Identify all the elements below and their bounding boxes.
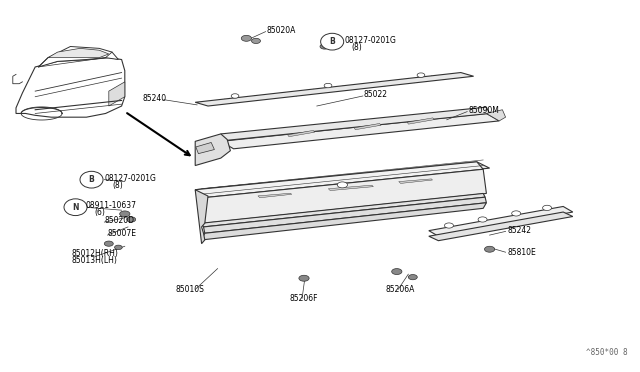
Polygon shape xyxy=(328,185,373,190)
Polygon shape xyxy=(486,110,506,121)
Polygon shape xyxy=(38,46,118,67)
Polygon shape xyxy=(407,118,434,124)
Text: N: N xyxy=(72,203,79,212)
Circle shape xyxy=(478,217,487,222)
Text: (8): (8) xyxy=(112,181,123,190)
Text: 85007E: 85007E xyxy=(108,230,136,238)
Circle shape xyxy=(252,38,260,44)
Text: 85090M: 85090M xyxy=(468,106,499,115)
Polygon shape xyxy=(195,162,483,198)
Circle shape xyxy=(484,246,495,252)
Circle shape xyxy=(337,182,348,188)
Polygon shape xyxy=(109,82,125,106)
Polygon shape xyxy=(202,193,485,227)
Text: (8): (8) xyxy=(351,43,362,52)
Circle shape xyxy=(445,223,454,228)
Polygon shape xyxy=(399,179,433,183)
Circle shape xyxy=(299,275,309,281)
Circle shape xyxy=(543,205,552,211)
Text: 08911-10637: 08911-10637 xyxy=(85,201,136,210)
Circle shape xyxy=(320,44,329,49)
Circle shape xyxy=(511,211,521,216)
Polygon shape xyxy=(195,190,208,244)
Polygon shape xyxy=(354,124,381,130)
Polygon shape xyxy=(221,107,490,141)
Text: 85010S: 85010S xyxy=(176,285,205,294)
Circle shape xyxy=(417,73,425,77)
Text: 08127-0201G: 08127-0201G xyxy=(344,36,396,45)
Circle shape xyxy=(104,241,113,246)
Circle shape xyxy=(392,269,402,275)
Text: 85020D: 85020D xyxy=(104,217,134,225)
Polygon shape xyxy=(429,212,573,241)
Polygon shape xyxy=(202,203,486,240)
Text: 85206F: 85206F xyxy=(289,294,318,303)
Polygon shape xyxy=(195,134,230,166)
Polygon shape xyxy=(202,169,486,223)
Circle shape xyxy=(241,35,252,41)
Polygon shape xyxy=(195,73,474,106)
Polygon shape xyxy=(258,193,292,198)
Text: 85013H(LH): 85013H(LH) xyxy=(72,256,118,264)
Polygon shape xyxy=(196,142,214,154)
Ellipse shape xyxy=(80,171,103,188)
Text: 85020A: 85020A xyxy=(266,26,296,35)
Circle shape xyxy=(231,94,239,98)
Text: 85242: 85242 xyxy=(508,226,531,235)
Circle shape xyxy=(324,83,332,88)
Polygon shape xyxy=(48,48,109,58)
Text: 85240: 85240 xyxy=(142,94,166,103)
Text: (6): (6) xyxy=(95,208,106,217)
Polygon shape xyxy=(204,197,486,233)
Polygon shape xyxy=(195,162,490,196)
Text: ^850*00 8: ^850*00 8 xyxy=(586,348,627,357)
Text: 08127-0201G: 08127-0201G xyxy=(104,174,156,183)
Polygon shape xyxy=(221,113,499,149)
Text: 85012H(RH): 85012H(RH) xyxy=(72,249,118,258)
Polygon shape xyxy=(16,58,125,117)
Polygon shape xyxy=(287,131,314,137)
Text: 85022: 85022 xyxy=(364,90,388,99)
Circle shape xyxy=(127,217,136,222)
Circle shape xyxy=(408,275,417,280)
Text: B: B xyxy=(89,175,94,184)
Text: 85206A: 85206A xyxy=(385,285,415,294)
Polygon shape xyxy=(429,206,573,236)
Ellipse shape xyxy=(321,33,344,50)
Text: 85810E: 85810E xyxy=(508,248,536,257)
Circle shape xyxy=(120,211,130,217)
Text: B: B xyxy=(330,37,335,46)
Circle shape xyxy=(115,245,122,250)
Ellipse shape xyxy=(64,199,87,216)
